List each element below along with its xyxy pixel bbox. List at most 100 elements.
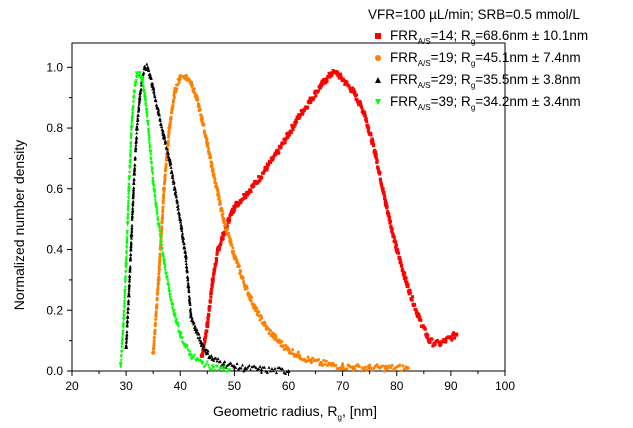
- data-point: [189, 314, 194, 319]
- series-marker: [314, 94, 318, 98]
- series-marker: [282, 344, 286, 348]
- series-marker: [156, 282, 160, 286]
- data-point: [199, 353, 204, 358]
- series-marker: [138, 93, 142, 97]
- series-marker: [165, 275, 169, 279]
- series-marker: [131, 108, 135, 112]
- data-point: [383, 365, 388, 370]
- series-marker: [147, 132, 151, 136]
- series-marker: [148, 142, 152, 146]
- data-point: [405, 365, 410, 370]
- series-marker: [158, 229, 162, 233]
- series-marker: [173, 312, 177, 316]
- series-marker: [204, 134, 208, 138]
- series-marker: [207, 366, 211, 370]
- series-marker: [164, 158, 168, 162]
- series-marker: [225, 224, 229, 228]
- series-marker: [324, 81, 328, 85]
- series-marker: [218, 202, 222, 206]
- series-marker: [126, 314, 130, 318]
- series-marker: [311, 356, 315, 360]
- series-marker: [381, 187, 385, 191]
- series-marker: [130, 211, 134, 215]
- series-marker: [135, 124, 139, 128]
- series-marker: [345, 367, 349, 371]
- series-marker: [402, 276, 406, 280]
- series-marker: [384, 199, 388, 203]
- series-marker: [284, 136, 288, 140]
- series-marker: [390, 363, 394, 367]
- series-marker: [388, 219, 392, 223]
- series-marker: [169, 165, 173, 169]
- series-marker: [163, 177, 167, 181]
- series-marker: [271, 369, 275, 373]
- series-marker: [187, 290, 191, 294]
- series-marker: [153, 196, 157, 200]
- data-point: [264, 326, 269, 331]
- series-marker: [137, 102, 141, 106]
- data-point: [275, 338, 280, 343]
- series-marker: [227, 220, 231, 224]
- series-marker: [262, 365, 266, 369]
- series-marker: [397, 251, 401, 255]
- series-marker: [176, 206, 180, 210]
- series-marker: [257, 175, 261, 179]
- series-marker: [210, 285, 214, 289]
- series-marker: [305, 359, 309, 363]
- series-marker: [166, 278, 170, 282]
- series-marker: [185, 270, 189, 274]
- series-marker: [126, 217, 130, 221]
- series-marker: [129, 128, 133, 132]
- x-tick-label: 40: [174, 379, 188, 393]
- series-marker: [141, 84, 145, 88]
- series-marker: [129, 152, 133, 156]
- series-marker: [390, 227, 394, 231]
- series-marker: [155, 103, 159, 107]
- series-marker: [129, 137, 133, 141]
- series-marker: [127, 291, 131, 295]
- series-marker: [408, 291, 412, 295]
- series-marker: [203, 336, 207, 340]
- series-marker: [270, 367, 274, 371]
- series-marker: [152, 188, 156, 192]
- series-marker: [141, 75, 145, 79]
- data-point: [194, 95, 199, 100]
- series-marker: [214, 181, 218, 185]
- series-marker: [398, 255, 402, 259]
- series-marker: [400, 264, 404, 268]
- series-marker: [291, 128, 295, 132]
- series-marker: [360, 106, 364, 110]
- series-marker: [187, 294, 191, 298]
- series-marker: [159, 240, 163, 244]
- series-marker: [192, 321, 196, 325]
- series-marker: [169, 117, 173, 121]
- series-marker: [134, 79, 138, 83]
- data-point: [432, 341, 437, 346]
- data-point: [194, 329, 199, 334]
- series-marker: [168, 296, 172, 300]
- series-marker: [139, 90, 143, 94]
- series-marker: [133, 168, 137, 172]
- series-marker: [257, 367, 261, 371]
- data-point: [199, 341, 204, 346]
- series-marker: [378, 171, 382, 175]
- series-marker: [212, 269, 216, 273]
- series-marker: [131, 194, 135, 198]
- data-point: [162, 186, 167, 191]
- series-marker: [250, 295, 254, 299]
- data-point: [297, 113, 302, 118]
- series-marker: [131, 100, 135, 104]
- series-marker: [171, 303, 175, 307]
- series-marker: [129, 145, 133, 149]
- series-marker: [122, 318, 126, 322]
- data-point: [186, 283, 191, 288]
- series-marker: [399, 369, 403, 373]
- data-point: [454, 332, 459, 337]
- series-marker: [152, 341, 156, 345]
- series-marker: [152, 185, 156, 189]
- series-marker: [219, 367, 223, 371]
- series-marker: [216, 364, 220, 368]
- series-marker: [131, 203, 135, 207]
- y-axis: 0.0 0.2 0.4 0.6 0.8 1.0: [46, 60, 72, 378]
- series-marker: [172, 309, 176, 313]
